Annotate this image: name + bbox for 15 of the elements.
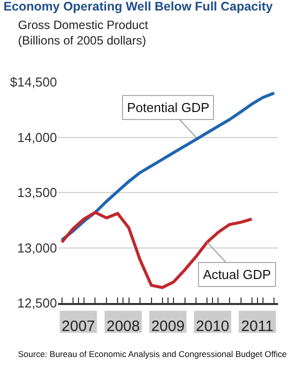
x-tick-label: 2011 [241,318,274,335]
annotation: Potential GDP [127,100,210,115]
y-tick-label: $14,500 [10,74,57,90]
y-tick-label: 13,500 [17,185,57,200]
x-tick-label: 2009 [151,318,185,335]
x-tick-label: 2007 [62,318,96,335]
x-tick-label: 2010 [196,318,230,335]
chart-subtitle: Gross Domestic Product (Billions of 2005 dollars) [18,18,149,48]
y-tick-label: 12,500 [17,296,57,311]
x-tick-label: 2008 [106,318,140,335]
chart-title: Economy Operating Well Below Full Capacity [3,0,273,14]
annotation: Actual GDP [203,267,271,282]
y-tick-label: 13,000 [17,240,57,256]
source-note: Source: Bureau of Economic Analysis and Congressional Budget Office [18,349,287,359]
y-tick-label: 14,000 [17,130,57,145]
